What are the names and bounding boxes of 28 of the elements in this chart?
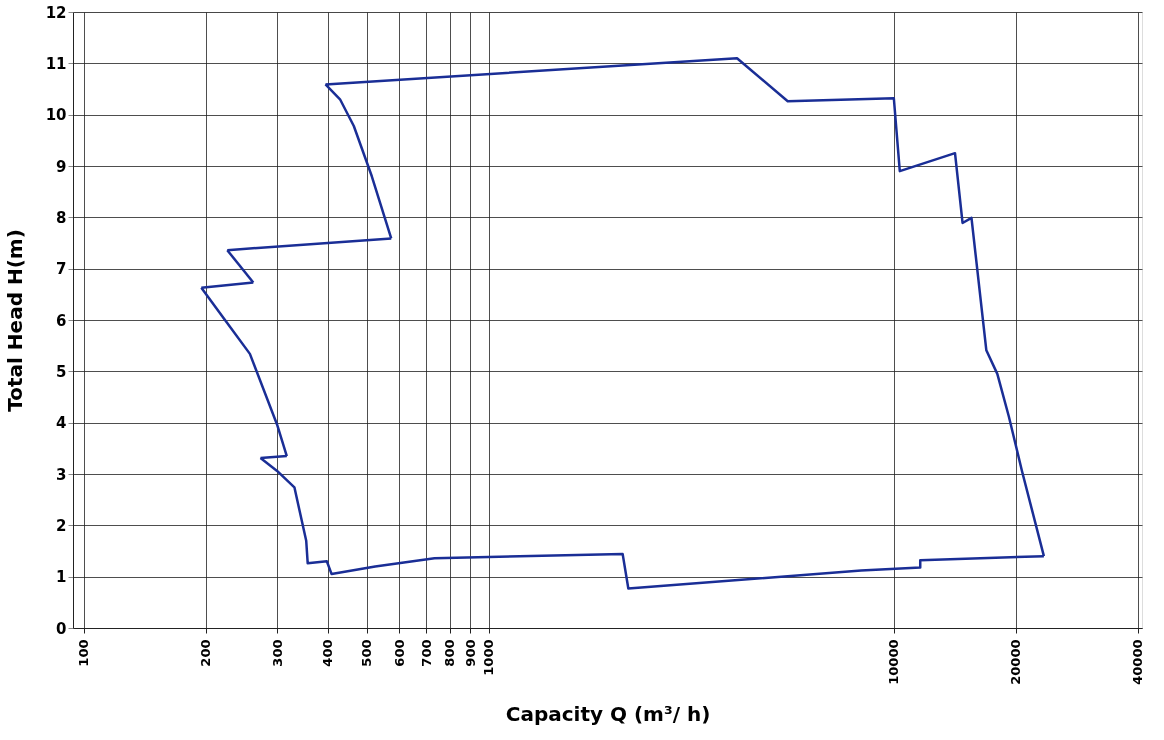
y-tick-label: 6: [56, 311, 67, 330]
x-tick-label: 400: [320, 639, 336, 667]
x-tick-label: 900: [462, 639, 478, 667]
y-tick-label: 7: [56, 260, 67, 279]
x-tick-label: 40000: [1130, 639, 1146, 685]
x-tick-label: 500: [359, 639, 375, 667]
x-tick-label: 700: [418, 639, 434, 667]
y-tick-label: 3: [56, 465, 67, 484]
y-tick-label: 9: [56, 157, 67, 176]
y-tick-label: 0: [56, 619, 67, 638]
x-tick-label: 200: [198, 639, 214, 667]
y-tick-label: 1: [56, 568, 67, 587]
y-tick-label: 8: [56, 208, 67, 227]
y-tick-label: 11: [45, 54, 67, 73]
x-axis-title: Capacity Q (m³/ h): [505, 701, 711, 726]
x-tick-label: 100: [76, 639, 92, 667]
x-tick-label: 10000: [886, 639, 902, 685]
y-axis-title: Total Head H(m): [2, 229, 27, 412]
y-tick-label: 5: [56, 362, 67, 381]
x-tick-label: 600: [391, 639, 407, 667]
x-tick-label: 1000: [481, 639, 497, 676]
x-tick-label: 300: [269, 639, 285, 667]
x-tick-label: 800: [442, 639, 458, 667]
y-tick-label: 10: [45, 106, 67, 125]
y-tick-label: 2: [56, 516, 67, 535]
x-tick-label: 20000: [1008, 639, 1024, 685]
y-tick-label: 4: [56, 414, 67, 433]
y-tick-label: 12: [45, 3, 67, 22]
